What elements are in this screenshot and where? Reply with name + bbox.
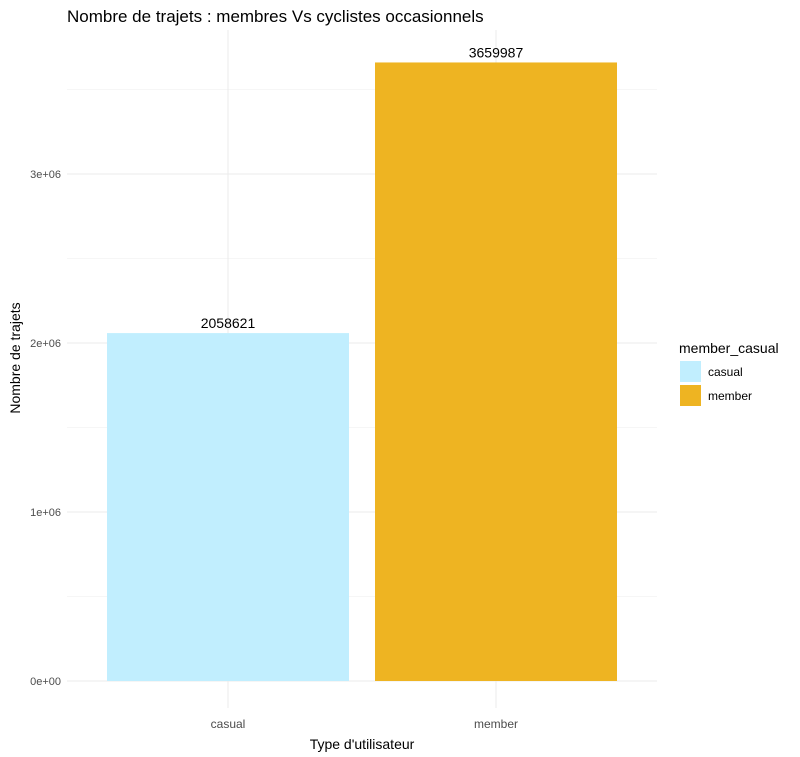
legend: member_casual casual member [679,340,779,406]
x-tick-label: casual [211,717,246,731]
legend-label: member [708,389,752,403]
bar-member [375,62,617,681]
x-axis-title: Type d'utilisateur [310,736,415,752]
bars [107,62,617,681]
legend-entries: casual member [680,361,752,406]
x-axis-ticks: casual member [211,717,518,731]
x-tick-label: member [474,717,518,731]
y-tick-label: 1e+06 [30,507,61,519]
data-label: 2058621 [201,315,256,331]
legend-label: casual [708,365,743,379]
y-axis-ticks: 0e+00 1e+06 2e+06 3e+06 [30,169,61,688]
data-label: 3659987 [469,44,524,60]
data-labels: 2058621 3659987 [201,44,524,331]
y-tick-label: 2e+06 [30,338,61,350]
y-tick-label: 3e+06 [30,169,61,181]
legend-key-member [680,385,701,406]
y-axis-title: Nombre de trajets [7,302,23,413]
legend-key-casual [680,361,701,382]
y-tick-label: 0e+00 [30,676,61,688]
legend-title: member_casual [679,340,779,356]
chart-title: Nombre de trajets : membres Vs cyclistes… [67,7,484,26]
bar-casual [107,333,349,681]
